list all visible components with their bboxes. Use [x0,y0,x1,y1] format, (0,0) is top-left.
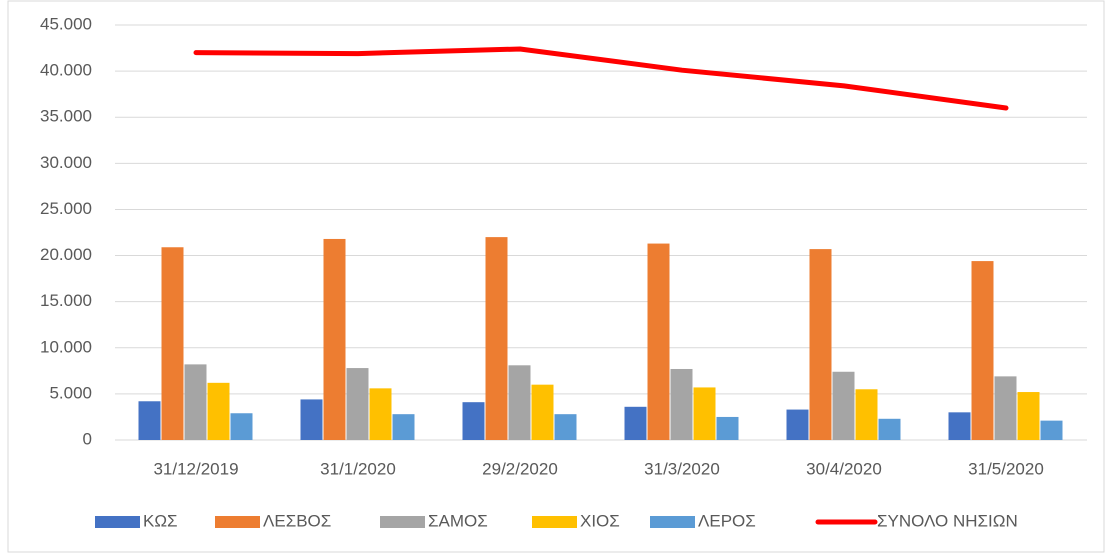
x-tick-label: 31/3/2020 [644,459,720,478]
bar [670,368,693,440]
legend-swatch [380,516,425,528]
bar [346,368,369,440]
legend-label: ΧΙΟΣ [580,511,620,530]
legend-label: ΣΑΜΟΣ [428,511,488,530]
bar [323,238,346,440]
bar [554,414,577,440]
bar [508,365,531,440]
y-tick-label: 40.000 [40,61,92,80]
bar [832,371,855,440]
bar [485,237,508,440]
bar [809,249,832,440]
legend-label: ΣΥΝΟΛΟ ΝΗΣΙΩΝ [877,511,1018,530]
x-tick-label: 31/12/2019 [153,459,238,478]
y-tick-label: 20.000 [40,245,92,264]
bar [693,387,716,440]
bar [647,243,670,440]
legend-swatch [215,516,260,528]
bar [392,414,415,440]
bar [462,402,485,440]
bar [948,412,971,440]
chart-frame [7,0,1105,553]
y-tick-label: 25.000 [40,199,92,218]
bar [369,388,392,440]
bar [994,376,1017,440]
legend-swatch [532,516,577,528]
y-tick-label: 35.000 [40,107,92,126]
legend-label: ΛΕΣΒΟΣ [263,511,331,530]
y-tick-label: 0 [83,429,92,448]
y-tick-label: 5.000 [49,383,92,402]
bar [1040,420,1063,440]
y-tick-label: 10.000 [40,337,92,356]
y-tick-label: 30.000 [40,153,92,172]
y-tick-label: 15.000 [40,291,92,310]
bar [1017,392,1040,440]
bar [161,247,184,440]
bar [184,364,207,440]
bar [855,389,878,440]
x-tick-label: 31/1/2020 [320,459,396,478]
bar [207,382,230,440]
bar [971,261,994,440]
legend-swatch [95,516,140,528]
bar [624,406,647,440]
bar [138,401,161,440]
x-tick-label: 30/4/2020 [806,459,882,478]
legend-swatch [650,516,695,528]
x-tick-label: 29/2/2020 [482,459,558,478]
bar [531,384,554,440]
line-series [193,46,1009,111]
bar [230,413,253,440]
x-tick-label: 31/5/2020 [968,459,1044,478]
bar [786,409,809,440]
bar [878,418,901,440]
y-tick-label: 45.000 [40,14,92,33]
legend-label: ΛΕΡΟΣ [698,511,756,530]
bar [300,399,323,440]
bar [716,416,739,440]
legend-label: ΚΩΣ [143,511,178,530]
